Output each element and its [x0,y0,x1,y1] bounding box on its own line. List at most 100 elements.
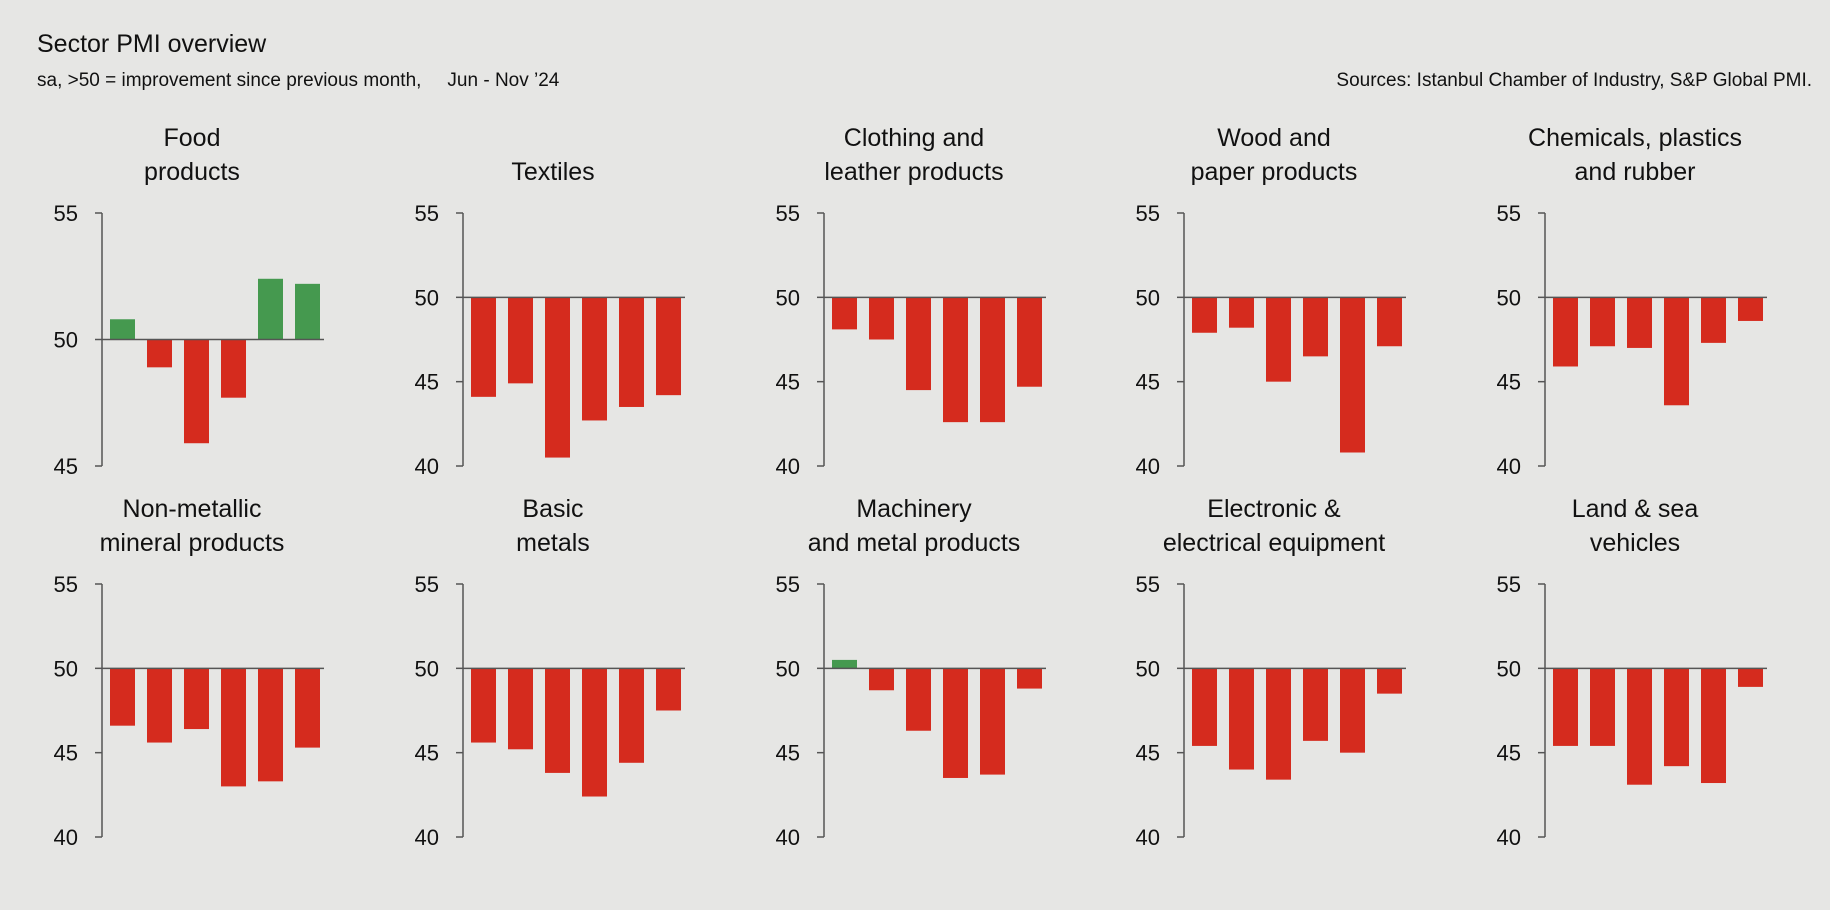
bar [1377,297,1402,347]
bar [980,297,1005,423]
panel-title: and metal products [808,529,1021,557]
bar [147,668,172,743]
bar [258,278,283,340]
bar [1266,297,1291,382]
bar [943,297,968,423]
y-tick-label: 55 [54,201,78,226]
panel-title: Chemicals, plastics [1528,124,1742,152]
bar [1229,297,1254,328]
bar [221,668,246,787]
panel-title: Clothing and [844,124,984,152]
y-tick-label: 40 [415,454,439,479]
bar [1553,297,1578,367]
y-tick-label: 45 [54,741,78,766]
bar [295,668,320,748]
bar [471,297,496,397]
bar [619,297,644,407]
bar [184,668,209,730]
y-tick-label: 55 [1497,572,1521,597]
panel-title: Machinery [856,495,972,523]
bar [508,668,533,750]
y-tick-label: 50 [54,656,78,681]
source-note: Sources: Istanbul Chamber of Industry, S… [1336,70,1812,91]
y-tick-label: 40 [54,825,78,850]
subtitle-note: sa, >50 = improvement since previous mon… [37,70,422,91]
bar [1266,668,1291,780]
bar [1627,668,1652,785]
y-tick-label: 50 [1497,285,1521,310]
y-tick-label: 45 [415,370,439,395]
y-tick-label: 40 [776,454,800,479]
y-tick-label: 40 [1497,454,1521,479]
bar [1701,668,1726,784]
bar [110,668,135,726]
subtitle-period: Jun - Nov ’24 [447,70,560,91]
y-tick-label: 45 [1497,741,1521,766]
bar [656,297,681,396]
y-tick-label: 50 [415,656,439,681]
bar [1553,668,1578,746]
bar [1664,668,1689,767]
bar [832,297,857,330]
bar [508,297,533,384]
bar [582,668,607,797]
panel-title: vehicles [1590,529,1680,557]
y-tick-label: 40 [1136,454,1160,479]
bar [184,339,209,444]
panel-title: Wood and [1217,124,1331,152]
y-tick-label: 45 [415,741,439,766]
bar [1738,297,1763,321]
y-tick-label: 45 [1136,370,1160,395]
y-tick-label: 40 [415,825,439,850]
panel-title: paper products [1191,158,1358,186]
panel-title: Textiles [511,158,594,186]
y-tick-label: 55 [1136,572,1160,597]
y-tick-label: 50 [1136,656,1160,681]
y-tick-label: 50 [776,656,800,681]
y-tick-label: 50 [1497,656,1521,681]
bar [1377,668,1402,694]
bar [869,668,894,691]
y-tick-label: 50 [54,328,78,353]
y-tick-label: 55 [415,201,439,226]
bar [656,668,681,711]
bar [545,297,570,458]
panel-title: Non-metallic [123,495,262,523]
panel-title: metals [516,529,590,557]
y-tick-label: 45 [1136,741,1160,766]
y-tick-label: 45 [1497,370,1521,395]
bar [582,297,607,421]
bar [1590,668,1615,746]
bar [110,319,135,340]
bar [869,297,894,340]
y-tick-label: 40 [1497,825,1521,850]
y-tick-label: 50 [415,285,439,310]
bar [943,668,968,778]
y-tick-label: 55 [1497,201,1521,226]
bar [832,659,857,669]
y-tick-label: 55 [776,572,800,597]
bar [1340,668,1365,753]
bar [980,668,1005,775]
bar [1017,668,1042,689]
y-tick-label: 45 [776,370,800,395]
bar [1738,668,1763,687]
y-tick-label: 50 [1136,285,1160,310]
y-tick-label: 40 [776,825,800,850]
bar [619,668,644,763]
y-tick-label: 45 [54,454,78,479]
panel-title: Electronic & [1207,495,1341,523]
bar [1192,297,1217,333]
bar [906,668,931,731]
bar [1664,297,1689,406]
bar [471,668,496,743]
panel-title: leather products [824,158,1003,186]
panel-title: products [144,158,240,186]
bar [295,283,320,340]
bar [1701,297,1726,343]
y-tick-label: 55 [415,572,439,597]
y-tick-label: 45 [776,741,800,766]
bar [1303,297,1328,357]
panel-title: Land & sea [1572,495,1699,523]
